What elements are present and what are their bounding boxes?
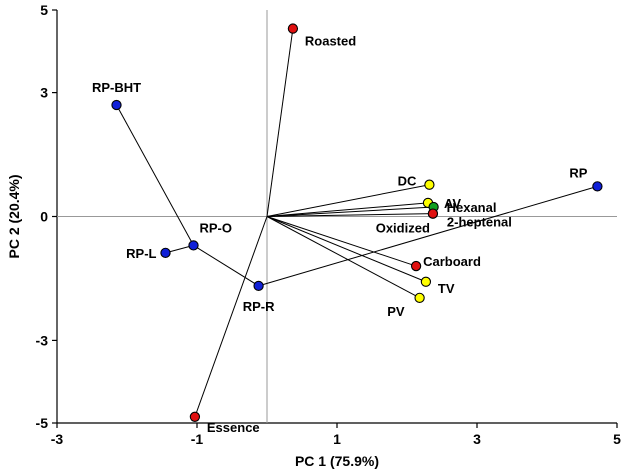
x-tick-label: 3	[473, 431, 481, 447]
label-rp: RP	[569, 165, 587, 180]
label-oxidized: Oxidized	[376, 221, 430, 236]
label-rp-bht: RP-BHT	[92, 80, 141, 95]
y-tick-label: 0	[40, 209, 48, 225]
label-roasted: Roasted	[305, 34, 356, 49]
sample-connection-line	[116, 104, 194, 246]
label-av: AV	[444, 196, 461, 211]
point-pv	[414, 292, 425, 304]
loading-vector	[266, 213, 433, 217]
y-tick-label: 3	[40, 85, 48, 101]
loading-vector	[266, 206, 434, 217]
label-tv: TV	[438, 281, 455, 296]
y-axis-title: PC 2 (20.4%)	[6, 174, 22, 258]
x-axis-ticks: -3 -1 1 3 5	[51, 423, 621, 447]
loading-vector	[266, 28, 294, 217]
loading-vector	[266, 216, 417, 267]
point-rp-l	[160, 247, 171, 258]
y-tick-label: 5	[40, 2, 48, 18]
label-dc: DC	[398, 174, 417, 189]
label-essence: Essence	[207, 420, 260, 435]
sample-connections	[116, 104, 598, 287]
label-hexanal: Hexanal	[447, 200, 497, 215]
loading-vector	[266, 216, 427, 283]
point-labels: Roasted Essence Oxidized Carboard DC AV TV PV He…	[92, 34, 588, 435]
label-pv: PV	[387, 304, 405, 319]
sample-connection-line	[193, 244, 259, 287]
point-2-heptenal	[427, 208, 439, 219]
x-tick-label: -1	[191, 431, 204, 447]
loading-vector	[194, 216, 268, 417]
loading-vector	[266, 202, 429, 217]
point-dc	[424, 179, 435, 190]
point-rp-o	[188, 240, 199, 251]
x-axis-title: PC 1 (75.9%)	[295, 453, 379, 469]
label-rp-o: RP-O	[200, 220, 233, 235]
point-essence	[189, 411, 201, 422]
label-2-heptenal: 2-heptenal	[447, 215, 512, 230]
point-carboard	[410, 260, 422, 272]
x-tick-label: -3	[51, 431, 64, 447]
loading-vector	[266, 216, 420, 299]
y-tick-label: -3	[36, 332, 49, 348]
data-points	[111, 23, 603, 422]
point-rp	[592, 181, 603, 192]
loading-vector	[266, 184, 430, 217]
point-tv	[420, 276, 432, 287]
loading-vectors	[194, 28, 434, 417]
y-tick-label: -5	[36, 415, 49, 431]
point-roasted	[287, 23, 299, 34]
point-rp-r	[253, 280, 264, 292]
reference-lines	[57, 10, 617, 423]
label-rp-r: RP-R	[243, 299, 275, 314]
point-rp-bht	[111, 99, 122, 111]
label-carboard: Carboard	[423, 254, 481, 269]
label-rp-l: RP-L	[126, 246, 156, 261]
x-tick-label: 5	[613, 431, 621, 447]
x-tick-label: 1	[333, 431, 341, 447]
sample-connection-line	[258, 185, 598, 287]
y-axis-ticks: -5 -3 0 3 5	[36, 2, 57, 431]
